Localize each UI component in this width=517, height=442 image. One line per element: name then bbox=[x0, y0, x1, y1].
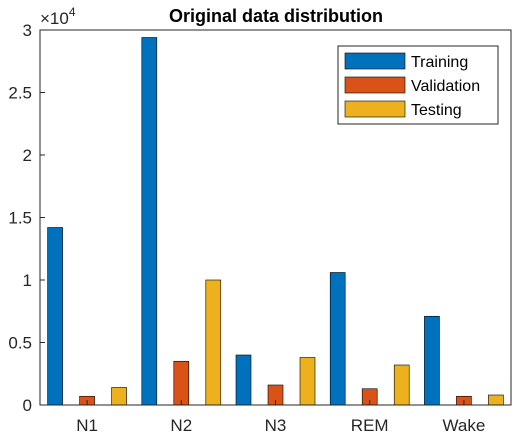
y-tick-label: 1 bbox=[23, 271, 32, 290]
y-tick-label: 2 bbox=[23, 146, 32, 165]
x-tick-label: Wake bbox=[442, 416, 485, 435]
x-tick-label: N1 bbox=[76, 416, 98, 435]
y-tick-label: 0 bbox=[23, 396, 32, 415]
chart-title: Original data distribution bbox=[169, 6, 383, 26]
y-tick-label: 2.5 bbox=[8, 84, 32, 103]
legend: Training Validation Testing bbox=[338, 46, 498, 124]
bar-training-n1 bbox=[48, 228, 63, 406]
bar-testing-rem bbox=[394, 365, 409, 405]
x-tick-label: N3 bbox=[265, 416, 287, 435]
bar-testing-n1 bbox=[112, 388, 127, 406]
bar-testing-wake bbox=[488, 395, 503, 405]
bar-testing-n3 bbox=[300, 358, 315, 406]
legend-swatch-validation bbox=[345, 77, 405, 93]
y-axis-multiplier-base: ×10 bbox=[40, 9, 69, 28]
bar-training-rem bbox=[330, 273, 345, 406]
bar-training-n3 bbox=[236, 355, 251, 405]
legend-label-validation: Validation bbox=[411, 78, 480, 95]
bar-validation-n2 bbox=[174, 361, 189, 405]
bar-training-n2 bbox=[142, 38, 157, 406]
bar-testing-n2 bbox=[206, 280, 221, 405]
legend-swatch-training bbox=[345, 53, 405, 69]
legend-label-testing: Testing bbox=[411, 102, 462, 119]
x-tick-label: REM bbox=[351, 416, 389, 435]
legend-label-training: Training bbox=[411, 54, 468, 71]
bar-training-wake bbox=[424, 316, 439, 405]
y-tick-label: 3 bbox=[23, 21, 32, 40]
x-tick-label: N2 bbox=[170, 416, 192, 435]
y-axis-multiplier-exponent: 4 bbox=[69, 5, 76, 19]
legend-swatch-testing bbox=[345, 101, 405, 117]
y-tick-label: 0.5 bbox=[8, 334, 32, 353]
y-tick-label: 1.5 bbox=[8, 209, 32, 228]
